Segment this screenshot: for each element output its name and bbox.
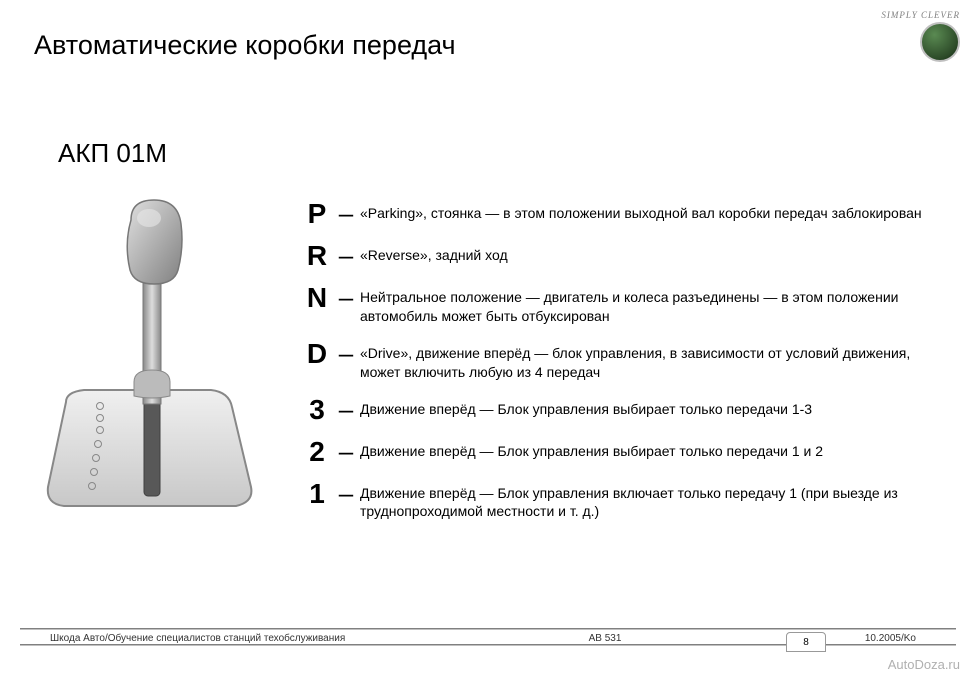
- gear-row-2: 2 – Движение вперёд — Блок управления вы…: [302, 438, 956, 466]
- gear-row-1: 1 – Движение вперёд — Блок управления вк…: [302, 480, 956, 522]
- gear-description: Движение вперёд — Блок управления выбира…: [360, 396, 812, 419]
- gear-dash: –: [332, 200, 360, 226]
- gear-row-d: D – «Drive», движение вперёд — блок упра…: [302, 340, 956, 382]
- gear-row-r: R – «Reverse», задний ход: [302, 242, 956, 270]
- page-number: 8: [786, 632, 826, 652]
- gear-description: «Parking», стоянка — в этом положении вы…: [360, 200, 922, 223]
- gear-dash: –: [332, 242, 360, 268]
- gear-description: Движение вперёд — Блок управления выбира…: [360, 438, 823, 461]
- footer-rule-top: [20, 628, 956, 630]
- gear-row-3: 3 – Движение вперёд — Блок управления вы…: [302, 396, 956, 424]
- gear-dash: –: [332, 480, 360, 506]
- page-title: Автоматические коробки передач: [34, 30, 456, 61]
- gear-dash: –: [332, 284, 360, 310]
- gear-description: Движение вперёд — Блок управления включа…: [360, 480, 930, 522]
- gear-description: «Reverse», задний ход: [360, 242, 508, 265]
- gear-row-n: N – Нейтральное положение — двигатель и …: [302, 284, 956, 326]
- footer-center: AB 531: [589, 633, 622, 644]
- gear-description: «Drive», движение вперёд — блок управлен…: [360, 340, 930, 382]
- gear-description: Нейтральное положение — двигатель и коле…: [360, 284, 930, 326]
- gear-letter: P: [302, 200, 332, 228]
- gear-dash: –: [332, 438, 360, 464]
- skoda-logo-icon: [920, 22, 960, 62]
- gear-positions-list: P – «Parking», стоянка — в этом положени…: [302, 200, 956, 535]
- footer-right: 10.2005/Ko: [865, 633, 916, 644]
- gear-letter: D: [302, 340, 332, 368]
- gear-letter: R: [302, 242, 332, 270]
- gear-letter: 1: [302, 480, 332, 508]
- tagline: SIMPLY CLEVER: [881, 10, 960, 20]
- watermark: AutoDoza.ru: [888, 657, 960, 672]
- gear-letter: 3: [302, 396, 332, 424]
- gear-letter: 2: [302, 438, 332, 466]
- gear-row-p: P – «Parking», стоянка — в этом положени…: [302, 200, 956, 228]
- gear-letter: N: [302, 284, 332, 312]
- footer-left: Шкода Авто/Обучение специалистов станций…: [50, 633, 345, 644]
- page-subtitle: АКП 01M: [58, 138, 167, 169]
- gear-dash: –: [332, 340, 360, 366]
- gear-shifter-illustration: [36, 192, 266, 522]
- header-branding: SIMPLY CLEVER: [881, 10, 960, 62]
- gear-dash: –: [332, 396, 360, 422]
